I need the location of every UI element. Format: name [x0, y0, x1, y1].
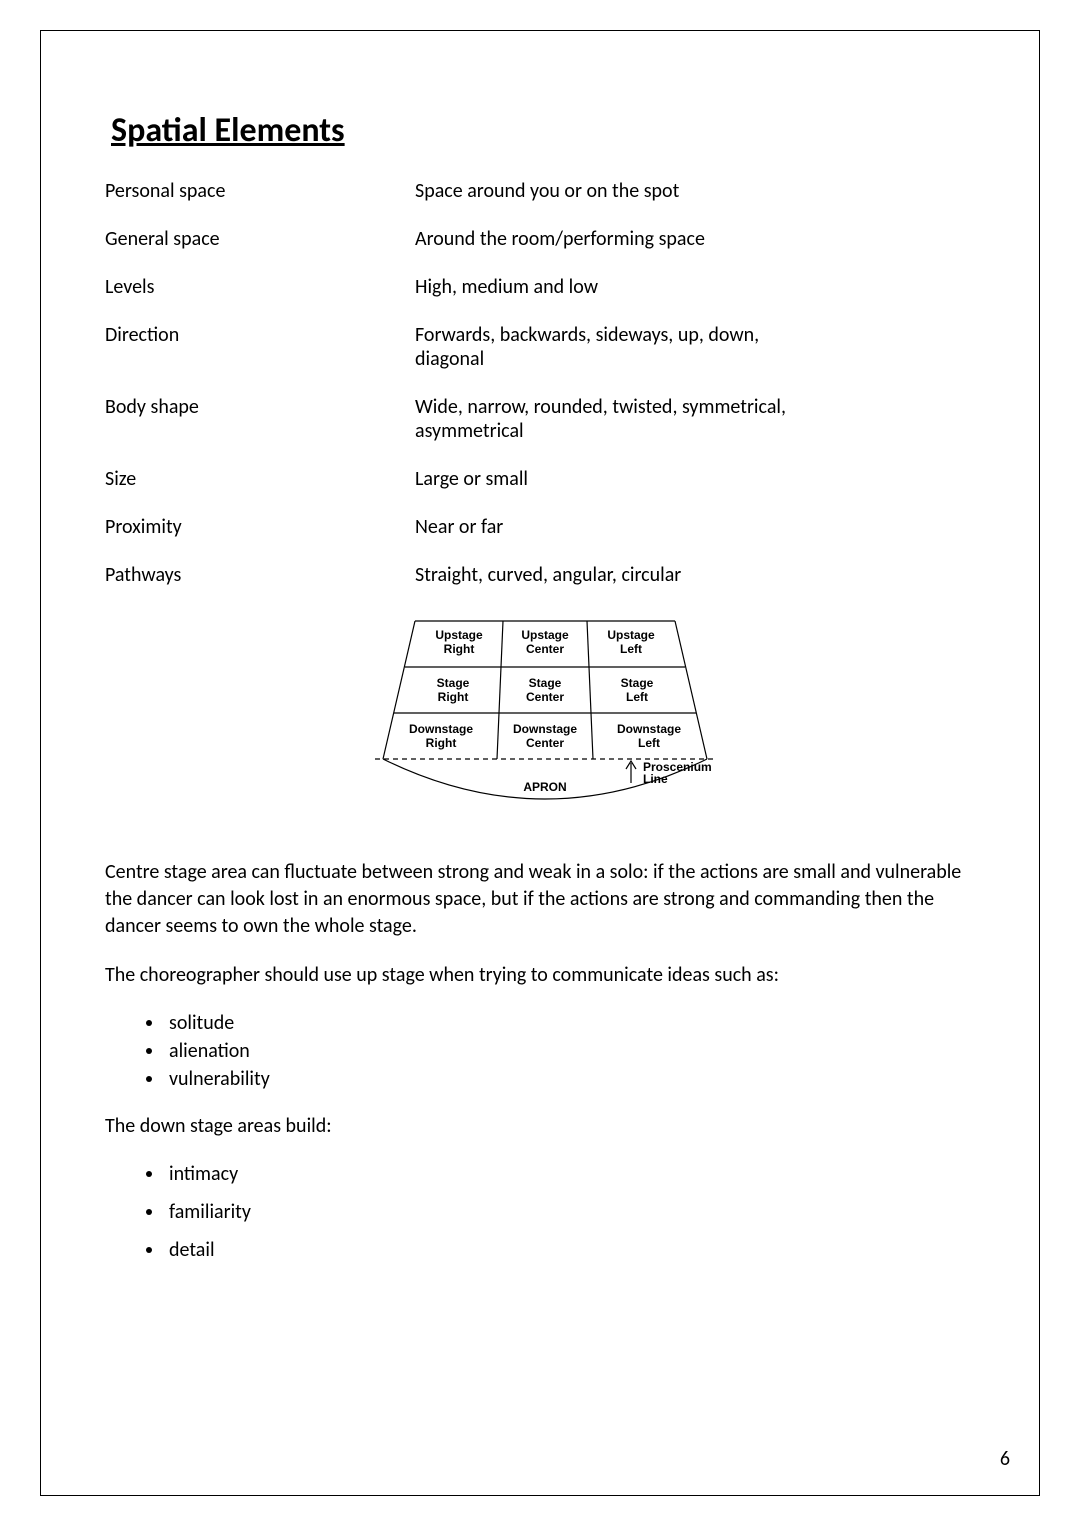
downstage-list: intimacy familiarity detail — [105, 1162, 985, 1262]
definition-desc: Wide, narrow, rounded, twisted, symmetri… — [415, 395, 985, 443]
definition-row: Body shapeWide, narrow, rounded, twisted… — [105, 395, 985, 443]
stage-diagram: Upstage Right Upstage Center Upstage Lef… — [375, 611, 715, 831]
definition-term: Pathways — [105, 563, 415, 587]
cell-dc-l1: Downstage — [513, 722, 577, 736]
list-item: detail — [165, 1238, 985, 1262]
list-item: solitude — [165, 1011, 985, 1035]
page-content: Spatial Elements Personal spaceSpace aro… — [105, 110, 985, 1284]
definition-desc: Forwards, backwards, sideways, up, down,… — [415, 323, 985, 371]
definition-term: Body shape — [105, 395, 415, 443]
definition-term: Size — [105, 467, 415, 491]
cell-ul-l1: Upstage — [607, 628, 655, 642]
paragraph-centre-stage: Centre stage area can fluctuate between … — [105, 859, 985, 940]
cell-sc-l1: Stage — [529, 676, 562, 690]
paragraph-downstage-intro: The down stage areas build: — [105, 1113, 985, 1140]
definition-desc: Near or far — [415, 515, 985, 539]
page-title: Spatial Elements — [111, 110, 985, 151]
cell-sl-l1: Stage — [621, 676, 654, 690]
definition-desc: High, medium and low — [415, 275, 985, 299]
definition-row: DirectionForwards, backwards, sideways, … — [105, 323, 985, 371]
list-item: alienation — [165, 1039, 985, 1063]
cell-ur-l1: Upstage — [435, 628, 483, 642]
cell-sl-l2: Left — [626, 690, 648, 704]
page-number: 6 — [1000, 1447, 1010, 1471]
cell-uc-l2: Center — [526, 642, 564, 656]
stage-diagram-container: Upstage Right Upstage Center Upstage Lef… — [105, 611, 985, 831]
cell-sr-l1: Stage — [437, 676, 470, 690]
list-item: intimacy — [165, 1162, 985, 1186]
definition-term: Direction — [105, 323, 415, 371]
definitions-table: Personal spaceSpace around you or on the… — [105, 179, 985, 587]
definition-row: SizeLarge or small — [105, 467, 985, 491]
cell-dr-l2: Right — [426, 736, 457, 750]
apron-label: APRON — [523, 780, 566, 794]
definition-row: ProximityNear or far — [105, 515, 985, 539]
definition-term: Levels — [105, 275, 415, 299]
document-page: Spatial Elements Personal spaceSpace aro… — [0, 0, 1080, 1526]
definition-term: Personal space — [105, 179, 415, 203]
definition-term: Proximity — [105, 515, 415, 539]
cell-dc-l2: Center — [526, 736, 564, 750]
cell-dl-l2: Left — [638, 736, 660, 750]
cell-uc-l1: Upstage — [521, 628, 569, 642]
paragraph-upstage-intro: The choreographer should use up stage wh… — [105, 962, 985, 989]
cell-sc-l2: Center — [526, 690, 564, 704]
cell-ul-l2: Left — [620, 642, 642, 656]
definition-desc: Space around you or on the spot — [415, 179, 985, 203]
definition-desc: Straight, curved, angular, circular — [415, 563, 985, 587]
cell-dl-l1: Downstage — [617, 722, 681, 736]
cell-dr-l1: Downstage — [409, 722, 473, 736]
cell-sr-l2: Right — [438, 690, 469, 704]
proscenium-l2: Line — [643, 772, 668, 786]
definition-row: Personal spaceSpace around you or on the… — [105, 179, 985, 203]
definition-row: General spaceAround the room/performing … — [105, 227, 985, 251]
definition-row: LevelsHigh, medium and low — [105, 275, 985, 299]
definition-term: General space — [105, 227, 415, 251]
list-item: vulnerability — [165, 1067, 985, 1091]
list-item: familiarity — [165, 1200, 985, 1224]
cell-ur-l2: Right — [444, 642, 475, 656]
upstage-list: solitude alienation vulnerability — [105, 1011, 985, 1091]
definition-desc: Large or small — [415, 467, 985, 491]
definition-row: PathwaysStraight, curved, angular, circu… — [105, 563, 985, 587]
definition-desc: Around the room/performing space — [415, 227, 985, 251]
